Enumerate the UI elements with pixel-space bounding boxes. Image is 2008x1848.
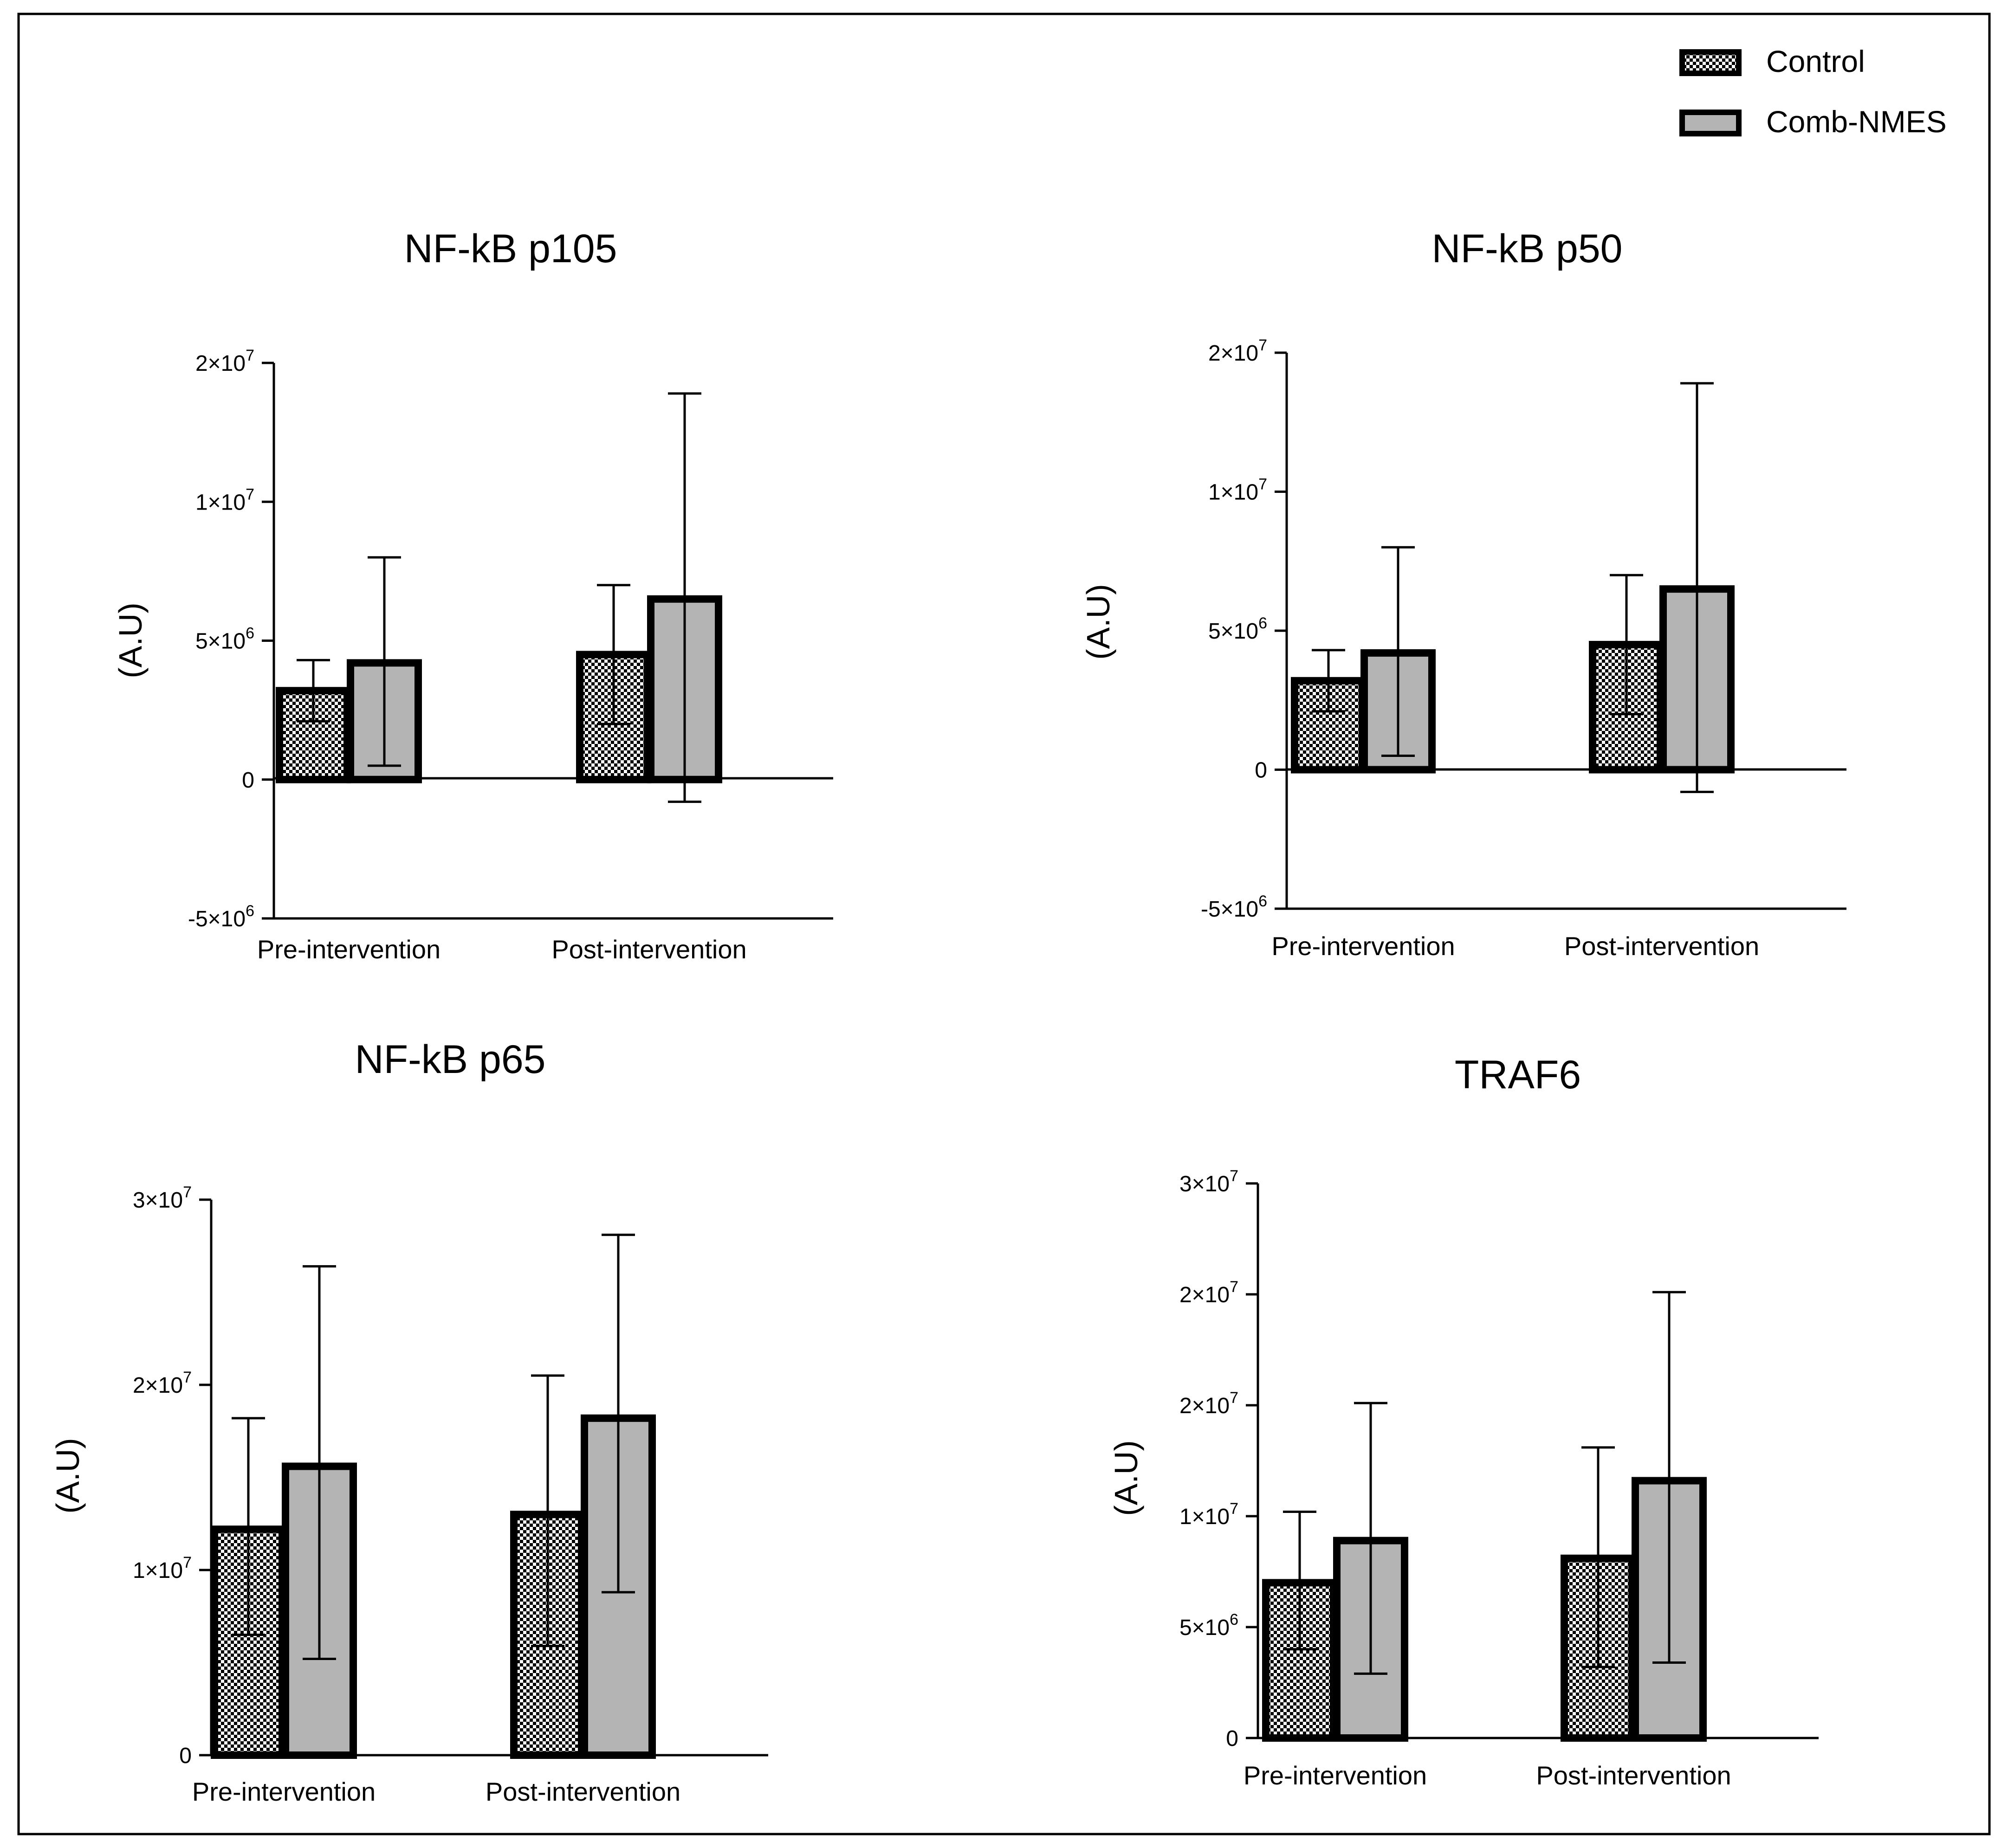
- y-tick-label: 0: [242, 768, 254, 793]
- y-tick-label: 0: [179, 1744, 192, 1768]
- y-tick-label: 1×107: [1208, 476, 1267, 505]
- x-category-label: Post-intervention: [1536, 1761, 1731, 1790]
- y-tick-label: 0: [1255, 758, 1267, 783]
- legend: Control Comb-NMES: [1679, 44, 1947, 139]
- x-category-label: Post-intervention: [1564, 931, 1759, 961]
- y-tick-label: 5×106: [1208, 614, 1267, 644]
- chart-title: NF-kB p65: [355, 1037, 545, 1082]
- y-axis-label: (A.U): [1080, 584, 1116, 659]
- y-axis-label: (A.U): [112, 602, 149, 678]
- y-tick-label: 2×107: [1179, 1278, 1238, 1307]
- x-category-label: Pre-intervention: [1244, 1761, 1427, 1790]
- chart-panel-1: NF-kB p105 (A.U) 2×107 1×107 5×106 0 -5×106Pre…: [112, 226, 833, 964]
- x-category-label: Pre-intervention: [192, 1777, 376, 1806]
- y-tick-label: 5×106: [1179, 1611, 1238, 1640]
- x-category-label: Pre-intervention: [257, 935, 440, 964]
- x-category-label: Pre-intervention: [1271, 931, 1455, 961]
- y-tick-label: 3×107: [133, 1183, 192, 1213]
- y-tick-label: 2×107: [195, 347, 254, 376]
- legend-swatch-comb-nmes: [1679, 110, 1742, 136]
- y-axis-label: (A.U): [1108, 1440, 1144, 1516]
- y-tick-label: -5×106: [188, 902, 254, 931]
- chart-panel-4: TRAF6 (A.U) 3×107 2×107 2×107 1×107 5×106 0Pre-…: [1108, 1053, 1819, 1790]
- chart-panel-2: NF-kB p50 (A.U) 2×107 1×107 5×106 0 -5×106Pre-…: [1080, 226, 1846, 961]
- y-tick-label: 1×107: [1179, 1500, 1238, 1529]
- legend-swatch-control: [1679, 49, 1742, 76]
- chart-panel-3: NF-kB p65 (A.U) 3×107 2×107 1×107 0Pre-interv…: [50, 1037, 768, 1806]
- x-category-label: Post-intervention: [486, 1777, 680, 1806]
- x-category-label: Post-intervention: [551, 935, 746, 964]
- y-tick-label: 1×107: [133, 1554, 192, 1583]
- y-tick-label: 2×107: [1208, 336, 1267, 366]
- chart-title: NF-kB p50: [1432, 226, 1622, 271]
- legend-label-control: Control: [1766, 44, 1865, 78]
- legend-label-comb-nmes: Comb-NMES: [1766, 104, 1947, 139]
- chart-title: NF-kB p105: [404, 226, 617, 271]
- y-tick-label: 1×107: [195, 485, 254, 515]
- y-tick-label: 3×107: [1179, 1167, 1238, 1196]
- y-tick-label: 5×106: [195, 625, 254, 654]
- y-axis-label: (A.U): [50, 1438, 86, 1513]
- y-tick-label: 0: [1226, 1726, 1238, 1751]
- y-tick-label: -5×106: [1201, 892, 1267, 922]
- y-tick-label: 2×107: [133, 1369, 192, 1398]
- chart-title: TRAF6: [1455, 1053, 1581, 1097]
- y-tick-label: 2×107: [1179, 1389, 1238, 1418]
